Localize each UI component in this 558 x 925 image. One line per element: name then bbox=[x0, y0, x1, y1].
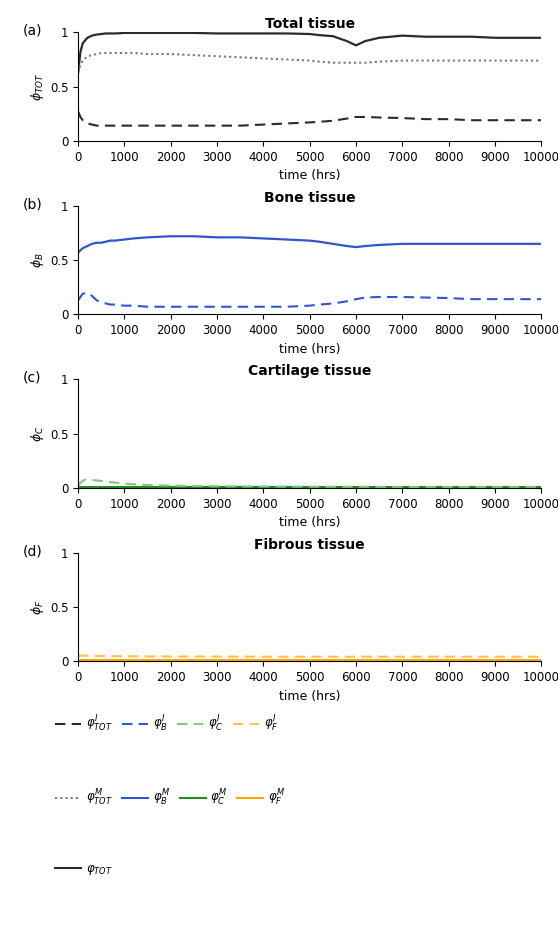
Legend: $\varphi^{M}_{TOT}$, $\varphi^{M}_{B}$, $\varphi^{M}_{C}$, $\varphi^{M}_{F}$: $\varphi^{M}_{TOT}$, $\varphi^{M}_{B}$, … bbox=[51, 783, 290, 813]
Y-axis label: $\phi_{B}$: $\phi_{B}$ bbox=[28, 253, 46, 268]
X-axis label: time (hrs): time (hrs) bbox=[279, 690, 340, 703]
Text: (c): (c) bbox=[22, 371, 41, 385]
Title: Fibrous tissue: Fibrous tissue bbox=[254, 537, 365, 551]
Legend: $\varphi_{TOT}$: $\varphi_{TOT}$ bbox=[51, 857, 118, 882]
Text: (d): (d) bbox=[22, 544, 42, 559]
X-axis label: time (hrs): time (hrs) bbox=[279, 516, 340, 529]
Title: Bone tissue: Bone tissue bbox=[264, 191, 355, 204]
X-axis label: time (hrs): time (hrs) bbox=[279, 169, 340, 182]
Text: (a): (a) bbox=[22, 24, 42, 38]
X-axis label: time (hrs): time (hrs) bbox=[279, 342, 340, 355]
Legend: $\varphi^{I}_{TOT}$, $\varphi^{I}_{B}$, $\varphi^{I}_{C}$, $\varphi^{I}_{F}$: $\varphi^{I}_{TOT}$, $\varphi^{I}_{B}$, … bbox=[51, 709, 283, 739]
Title: Total tissue: Total tissue bbox=[264, 18, 355, 31]
Y-axis label: $\phi_{F}$: $\phi_{F}$ bbox=[28, 599, 46, 615]
Title: Cartilage tissue: Cartilage tissue bbox=[248, 364, 372, 378]
Y-axis label: $\phi_{TOT}$: $\phi_{TOT}$ bbox=[28, 72, 46, 101]
Text: (b): (b) bbox=[22, 197, 42, 211]
Y-axis label: $\phi_{C}$: $\phi_{C}$ bbox=[28, 426, 46, 442]
